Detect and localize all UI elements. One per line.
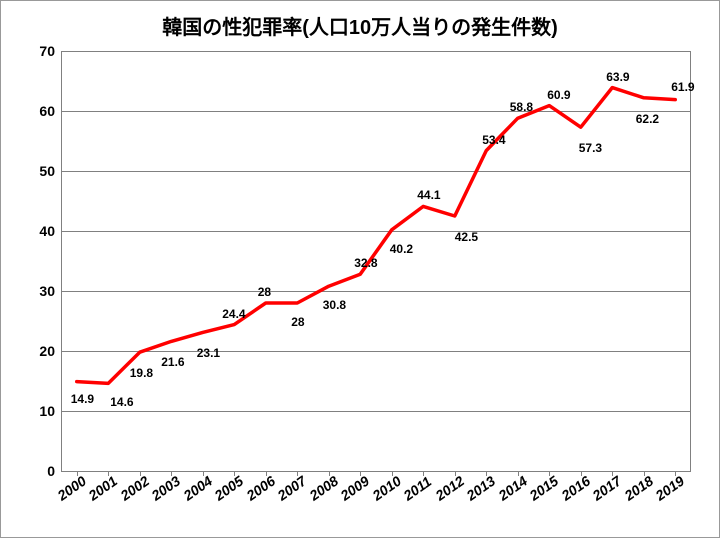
x-tick [581, 471, 582, 476]
data-label: 28 [258, 285, 271, 299]
x-tick-label: 2009 [338, 473, 373, 504]
data-label: 32.8 [354, 256, 377, 270]
chart-title: 韓国の性犯罪率(人口10万人当りの発生件数) [1, 11, 719, 40]
x-tick-label: 2008 [306, 473, 341, 504]
x-tick [140, 471, 141, 476]
x-tick-label: 2000 [54, 473, 89, 504]
x-tick [297, 471, 298, 476]
x-tick [612, 471, 613, 476]
x-tick-label: 2003 [149, 473, 184, 504]
data-label: 19.8 [130, 366, 153, 380]
chart-container: 韓国の性犯罪率(人口10万人当りの発生件数) 01020304050607020… [0, 0, 720, 538]
x-tick [266, 471, 267, 476]
data-label: 23.1 [197, 346, 220, 360]
x-tick-label: 2010 [369, 473, 404, 504]
y-tick-label: 60 [25, 103, 55, 119]
plot-area: 0102030405060702000200120022003200420052… [61, 51, 691, 471]
y-tick-label: 70 [25, 43, 55, 59]
x-tick-label: 2011 [401, 473, 435, 503]
x-tick [549, 471, 550, 476]
x-tick [518, 471, 519, 476]
data-label: 62.2 [636, 112, 659, 126]
x-tick [203, 471, 204, 476]
y-tick-label: 20 [25, 343, 55, 359]
data-label: 44.1 [417, 188, 440, 202]
data-label: 14.6 [110, 395, 133, 409]
data-label: 60.9 [547, 88, 570, 102]
x-tick-label: 2002 [117, 473, 152, 504]
data-label: 24.4 [222, 307, 245, 321]
x-tick-label: 2019 [653, 473, 688, 504]
x-tick [360, 471, 361, 476]
x-tick [108, 471, 109, 476]
x-tick-label: 2004 [180, 473, 215, 504]
y-tick-label: 0 [25, 463, 55, 479]
x-tick-label: 2007 [275, 473, 310, 504]
x-tick [234, 471, 235, 476]
y-tick-label: 40 [25, 223, 55, 239]
x-tick-label: 2014 [495, 473, 530, 504]
data-label: 40.2 [390, 242, 413, 256]
x-tick [644, 471, 645, 476]
x-tick-label: 2017 [590, 473, 625, 504]
y-tick-label: 50 [25, 163, 55, 179]
data-label: 57.3 [579, 141, 602, 155]
x-tick [392, 471, 393, 476]
data-label: 14.9 [71, 392, 94, 406]
x-tick-label: 2018 [621, 473, 656, 504]
x-tick-label: 2015 [527, 473, 562, 504]
data-label: 21.6 [161, 355, 184, 369]
x-tick-label: 2016 [558, 473, 593, 504]
gridline [61, 471, 691, 472]
data-label: 42.5 [455, 230, 478, 244]
x-tick [77, 471, 78, 476]
x-tick [423, 471, 424, 476]
x-tick-label: 2001 [86, 473, 121, 504]
data-label: 63.9 [606, 70, 629, 84]
x-tick-label: 2013 [464, 473, 499, 504]
y-tick-label: 30 [25, 283, 55, 299]
x-tick-label: 2012 [432, 473, 467, 504]
y-tick-label: 10 [25, 403, 55, 419]
x-tick [455, 471, 456, 476]
data-label: 61.9 [671, 80, 694, 94]
data-label: 28 [291, 315, 304, 329]
x-tick [329, 471, 330, 476]
data-label: 30.8 [323, 298, 346, 312]
x-tick-label: 2005 [212, 473, 247, 504]
data-label: 58.8 [510, 100, 533, 114]
x-tick [171, 471, 172, 476]
x-tick [675, 471, 676, 476]
x-tick-label: 2006 [243, 473, 278, 504]
data-label: 53.4 [482, 133, 505, 147]
x-tick [486, 471, 487, 476]
